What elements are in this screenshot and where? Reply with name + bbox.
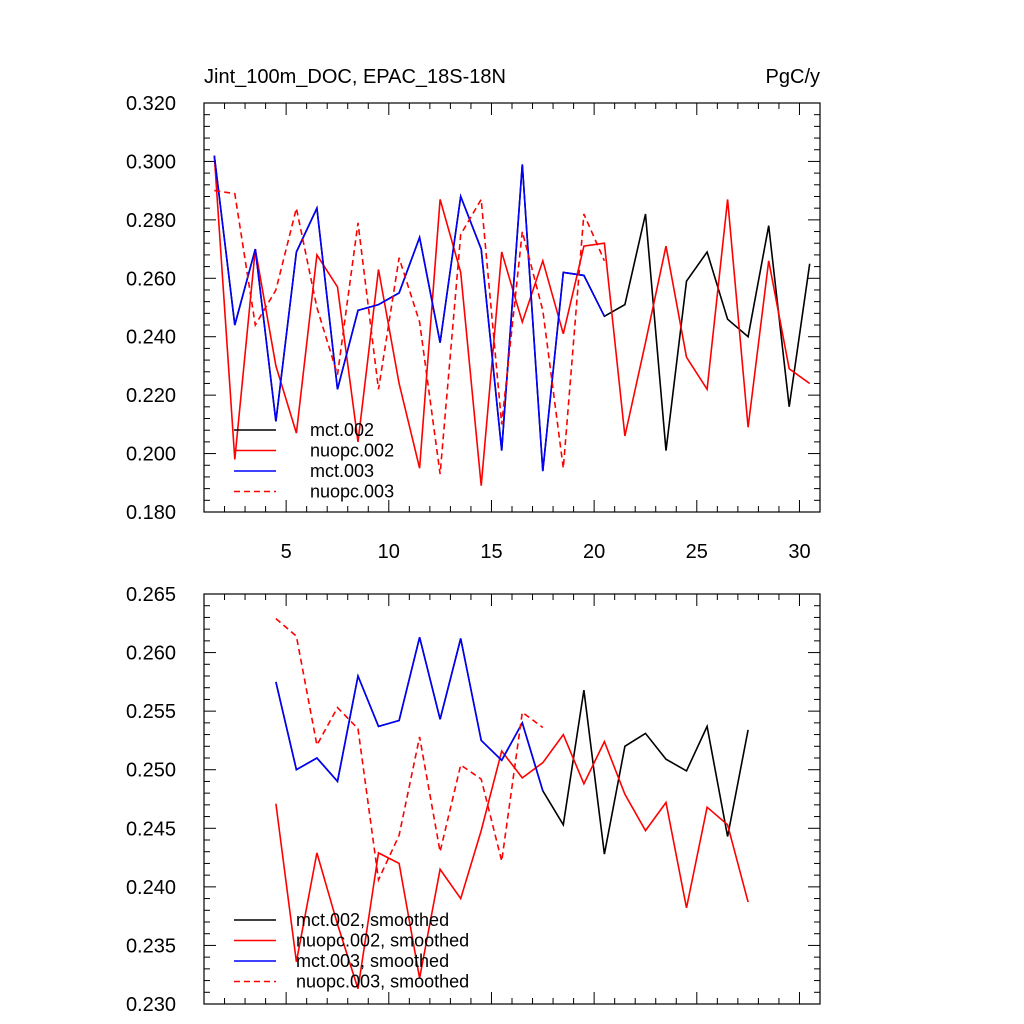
series-line-mct-002-smoothed <box>275 637 749 855</box>
legend-entry: mct.002 <box>310 420 374 440</box>
y-tick-label: 0.200 <box>126 444 176 466</box>
legend-entry: nuopc.003, smoothed <box>296 972 469 992</box>
x-tick-label: 5 <box>281 541 292 563</box>
x-tick-label: 25 <box>686 541 708 563</box>
units-label: PgC/y <box>766 66 820 88</box>
legend-entry: nuopc.003 <box>310 482 394 502</box>
x-tick-label: 30 <box>788 541 810 563</box>
series-line-nuopc-002-smoothed <box>275 732 749 990</box>
y-tick-label: 0.220 <box>126 385 176 407</box>
legend-entry: mct.003 <box>310 461 374 481</box>
series-line-mct-003-smoothed <box>275 637 544 792</box>
y-tick-label: 0.265 <box>126 584 176 606</box>
y-tick-label: 0.240 <box>126 877 176 899</box>
y-tick-label: 0.180 <box>126 502 176 524</box>
legend-entry: mct.003, smoothed <box>296 951 449 971</box>
y-tick-label: 0.260 <box>126 268 176 290</box>
series-line-nuopc-003-smoothed <box>275 617 544 883</box>
legend-entry: nuopc.002, smoothed <box>296 931 469 951</box>
y-tick-label: 0.240 <box>126 327 176 349</box>
y-tick-label: 0.245 <box>126 818 176 840</box>
x-tick-label: 10 <box>378 541 400 563</box>
y-tick-label: 0.255 <box>126 701 176 723</box>
x-tick-label: 15 <box>480 541 502 563</box>
legend-entry: mct.002, smoothed <box>296 910 449 930</box>
series-line-mct-003 <box>213 155 606 472</box>
chart-panel-2: 0.230 0.235 0.240 0.245 0.250 0.255 0.260 0.265… <box>126 584 821 1016</box>
y-tick-label: 0.320 <box>126 93 176 115</box>
y-tick-label: 0.250 <box>126 760 176 782</box>
plot-frame <box>203 102 821 513</box>
legend-entry: nuopc.002 <box>310 441 394 461</box>
y-tick-label: 0.280 <box>126 210 176 232</box>
series-line-nuopc-003 <box>214 189 606 475</box>
series-line-nuopc-002 <box>213 155 811 486</box>
chart-panel-1: Jint_100m_DOC, EPAC_18S-18N PgC/y 0.180 0.2… <box>126 66 821 563</box>
chart-title: Jint_100m_DOC, EPAC_18S-18N <box>204 66 506 88</box>
y-tick-label: 0.260 <box>126 643 176 665</box>
plot-frame <box>203 593 821 1005</box>
y-tick-label: 0.230 <box>126 994 176 1016</box>
x-tick-label: 20 <box>583 541 605 563</box>
y-tick-label: 0.300 <box>126 151 176 173</box>
y-tick-label: 0.235 <box>126 935 176 957</box>
